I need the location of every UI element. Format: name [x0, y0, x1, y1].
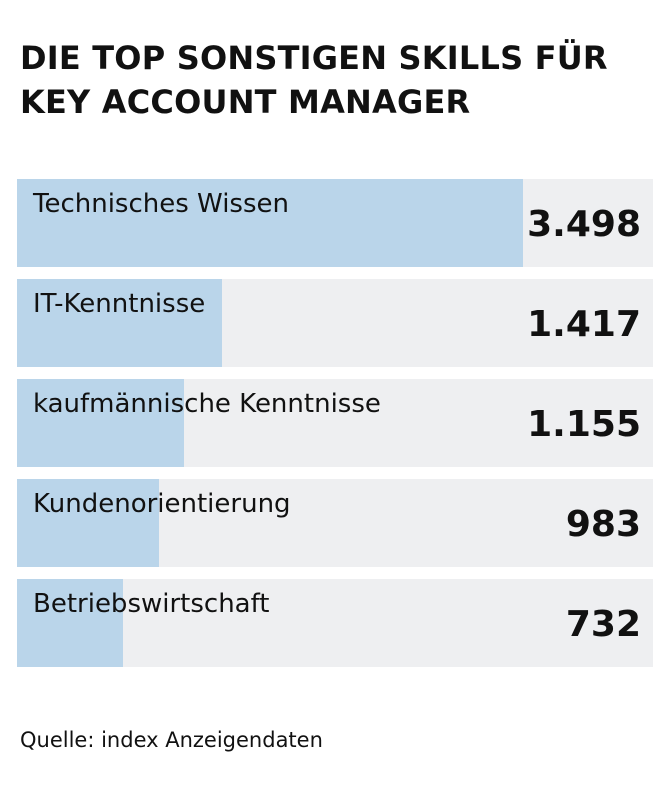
bar-row: Kundenorientierung 983	[17, 479, 653, 567]
bar-row: IT-Kenntnisse 1.417	[17, 279, 653, 367]
bar-label: Kundenorientierung	[33, 489, 291, 519]
bar-value-label: 3.498	[527, 204, 641, 245]
bar-chart: Technisches Wissen 3.498 IT-Kenntnisse 1.41…	[17, 179, 653, 679]
bar-value-label: 983	[565, 504, 641, 545]
bar	[17, 279, 222, 367]
bar-row: Betriebswirtschaft 732	[17, 579, 653, 667]
bar-label: kaufmännische Kenntnisse	[33, 389, 381, 419]
source-note: Quelle: index Anzeigendaten	[20, 728, 323, 752]
bar	[17, 479, 159, 567]
bar	[17, 379, 184, 467]
bar	[17, 179, 523, 267]
bar-value-label: 1.155	[527, 404, 641, 445]
bar	[17, 579, 123, 667]
chart-title: DIE TOP SONSTIGEN SKILLS FÜR KEY ACCOUNT…	[20, 39, 608, 121]
bar-row: kaufmännische Kenntnisse 1.155	[17, 379, 653, 467]
bar-label: Betriebswirtschaft	[33, 589, 270, 619]
bar-value-label: 732	[565, 604, 641, 645]
bar-value-label: 1.417	[527, 304, 641, 345]
bar-label: IT-Kenntnisse	[33, 289, 206, 319]
bar-row: Technisches Wissen 3.498	[17, 179, 653, 267]
bar-label: Technisches Wissen	[33, 189, 289, 219]
